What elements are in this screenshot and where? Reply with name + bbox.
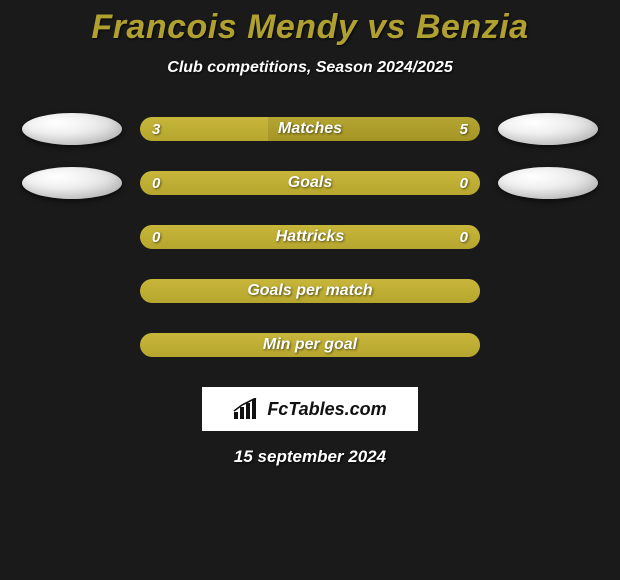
player-right-orb [498, 167, 598, 199]
stat-bar: 35Matches [140, 117, 480, 141]
stats-rows: 35Matches 00Goals 00Hattricks Goals per mat… [0, 113, 620, 361]
bar-chart-icon [233, 398, 261, 420]
comparison-widget: Francois Mendy vs Benzia Club competitio… [0, 0, 620, 467]
stat-row: 35Matches [0, 113, 620, 145]
stat-bar: Min per goal [140, 333, 480, 357]
logo-text: FcTables.com [267, 399, 386, 420]
player-left-orb [22, 167, 122, 199]
page-subtitle: Club competitions, Season 2024/2025 [0, 59, 620, 77]
page-title: Francois Mendy vs Benzia [0, 8, 620, 47]
stat-bar: Goals per match [140, 279, 480, 303]
player-left-orb [22, 113, 122, 145]
stat-row: 00Goals [0, 167, 620, 199]
stat-label: Matches [140, 117, 480, 141]
stat-label: Goals [140, 171, 480, 195]
stat-bar: 00Hattricks [140, 225, 480, 249]
stat-row: Min per goal [0, 329, 620, 361]
stat-label: Hattricks [140, 225, 480, 249]
date-label: 15 september 2024 [0, 447, 620, 467]
stat-row: Goals per match [0, 275, 620, 307]
stat-bar: 00Goals [140, 171, 480, 195]
stat-label: Min per goal [140, 333, 480, 357]
logo-box: FcTables.com [202, 387, 418, 431]
stat-row: 00Hattricks [0, 221, 620, 253]
player-right-orb [498, 113, 598, 145]
stat-label: Goals per match [140, 279, 480, 303]
